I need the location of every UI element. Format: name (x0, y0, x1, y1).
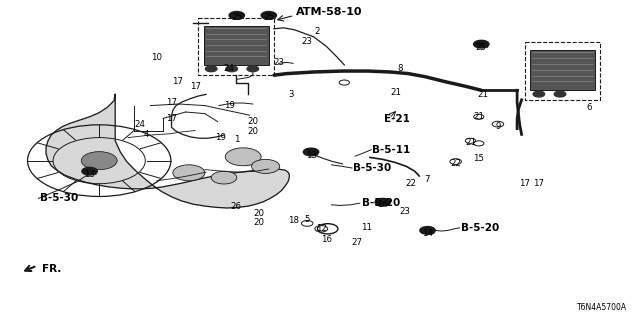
Bar (198, 18, 274, 75)
Text: 22: 22 (405, 180, 417, 188)
Text: 26: 26 (230, 202, 241, 211)
Circle shape (474, 40, 489, 48)
Text: 20: 20 (253, 209, 265, 218)
Text: 17: 17 (519, 180, 531, 188)
Circle shape (554, 91, 566, 97)
Text: B-5-30: B-5-30 (40, 193, 78, 204)
Text: 5: 5 (305, 215, 310, 224)
Circle shape (82, 167, 97, 175)
Text: 14: 14 (377, 200, 388, 209)
Text: 21: 21 (477, 90, 489, 99)
Text: B-5-20: B-5-20 (362, 198, 400, 208)
Text: 25: 25 (476, 43, 487, 52)
Circle shape (303, 148, 319, 156)
Text: B-5-11: B-5-11 (372, 145, 411, 155)
Circle shape (533, 91, 545, 97)
Text: 6: 6 (586, 103, 591, 112)
Text: 19: 19 (216, 133, 226, 142)
Text: 18: 18 (287, 216, 299, 225)
Text: 17: 17 (189, 82, 201, 91)
Text: 1: 1 (234, 135, 239, 144)
Text: 10: 10 (151, 53, 163, 62)
Text: 11: 11 (360, 223, 372, 232)
Bar (204, 26, 269, 65)
Text: 4: 4 (143, 130, 148, 139)
Text: 21: 21 (473, 112, 484, 121)
Circle shape (247, 66, 259, 72)
Text: 27: 27 (351, 238, 363, 247)
Circle shape (252, 159, 280, 173)
Circle shape (205, 66, 217, 72)
Text: 15: 15 (473, 154, 484, 163)
Text: 13: 13 (84, 170, 95, 179)
Text: 22: 22 (450, 159, 461, 168)
Text: 19: 19 (224, 101, 234, 110)
Text: 13: 13 (305, 151, 317, 160)
Text: 3: 3 (289, 90, 294, 99)
Text: 8: 8 (397, 64, 403, 73)
Text: 25: 25 (263, 13, 275, 22)
Text: 12: 12 (316, 224, 327, 233)
Text: 20: 20 (247, 127, 259, 136)
Text: 17: 17 (166, 98, 177, 107)
Text: 17: 17 (166, 114, 177, 123)
Circle shape (225, 148, 261, 166)
Circle shape (420, 227, 435, 234)
Text: 21: 21 (465, 138, 476, 147)
Text: T6N4A5700A: T6N4A5700A (577, 303, 627, 312)
Bar (530, 50, 595, 90)
Polygon shape (46, 94, 289, 208)
Text: 17: 17 (172, 77, 184, 86)
Text: 9: 9 (495, 122, 500, 131)
Text: E-21: E-21 (384, 114, 410, 124)
Circle shape (261, 12, 276, 19)
Text: 23: 23 (273, 58, 284, 67)
Circle shape (81, 152, 117, 170)
Circle shape (173, 165, 205, 181)
Text: 20: 20 (253, 218, 265, 227)
Text: 24: 24 (223, 64, 234, 73)
Text: B-5-20: B-5-20 (461, 223, 499, 233)
Circle shape (375, 198, 390, 206)
Text: 23: 23 (399, 207, 410, 216)
Circle shape (226, 66, 237, 72)
Text: 21: 21 (390, 88, 401, 97)
Text: 23: 23 (301, 37, 313, 46)
Text: 14: 14 (422, 229, 433, 238)
Text: 7: 7 (425, 175, 430, 184)
Text: 20: 20 (247, 117, 259, 126)
Circle shape (211, 171, 237, 184)
Text: FR.: FR. (42, 264, 61, 274)
Bar (525, 42, 600, 100)
Text: B-5-30: B-5-30 (353, 163, 392, 173)
Circle shape (229, 12, 244, 19)
Text: ATM-58-10: ATM-58-10 (296, 7, 362, 17)
Text: 16: 16 (321, 235, 332, 244)
Text: 17: 17 (533, 180, 545, 188)
Text: 24: 24 (134, 120, 145, 129)
Text: 25: 25 (231, 13, 243, 22)
Text: 2: 2 (314, 28, 319, 36)
